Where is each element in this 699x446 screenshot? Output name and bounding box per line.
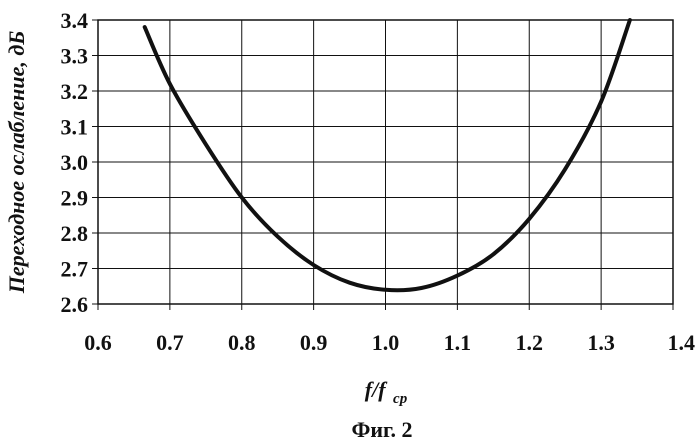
x-tick-labels: 0.6 0.7 0.8 0.9 1.0 1.1 1.2 1.3 1.4	[84, 330, 695, 355]
y-tick-label: 2.9	[61, 186, 89, 211]
x-tick-label: 0.7	[156, 330, 184, 355]
x-axis-label: f/f ср	[365, 377, 408, 407]
y-tick-labels: 2.6 2.7 2.8 2.9 3.0 3.1 3.2 3.3 3.4	[61, 8, 89, 317]
figure-caption: Фиг. 2	[351, 417, 412, 442]
x-tick-label: 0.8	[228, 330, 256, 355]
x-tick-label: 1.2	[516, 330, 544, 355]
y-tick-label: 2.8	[61, 221, 89, 246]
y-tick-label: 3.3	[61, 44, 89, 69]
y-tick-label: 2.7	[61, 257, 89, 282]
grid	[92, 20, 673, 310]
y-tick-label: 3.2	[61, 79, 89, 104]
series-line	[145, 20, 630, 290]
y-tick-label: 3.0	[61, 150, 89, 175]
y-tick-label: 3.4	[61, 8, 89, 33]
x-axis-label-main: f/f	[365, 377, 388, 402]
x-tick-label: 1.0	[372, 330, 400, 355]
x-tick-label: 1.1	[444, 330, 472, 355]
y-tick-label: 2.6	[61, 292, 89, 317]
y-axis-label: Переходное ослабление, дБ	[4, 31, 29, 295]
series-group	[145, 20, 630, 290]
x-tick-label: 0.9	[300, 330, 328, 355]
y-tick-label: 3.1	[61, 115, 89, 140]
x-tick-label: 1.4	[668, 330, 696, 355]
x-tick-label: 1.3	[587, 330, 615, 355]
x-tick-label: 0.6	[84, 330, 112, 355]
x-axis-label-subscript: ср	[393, 391, 408, 407]
